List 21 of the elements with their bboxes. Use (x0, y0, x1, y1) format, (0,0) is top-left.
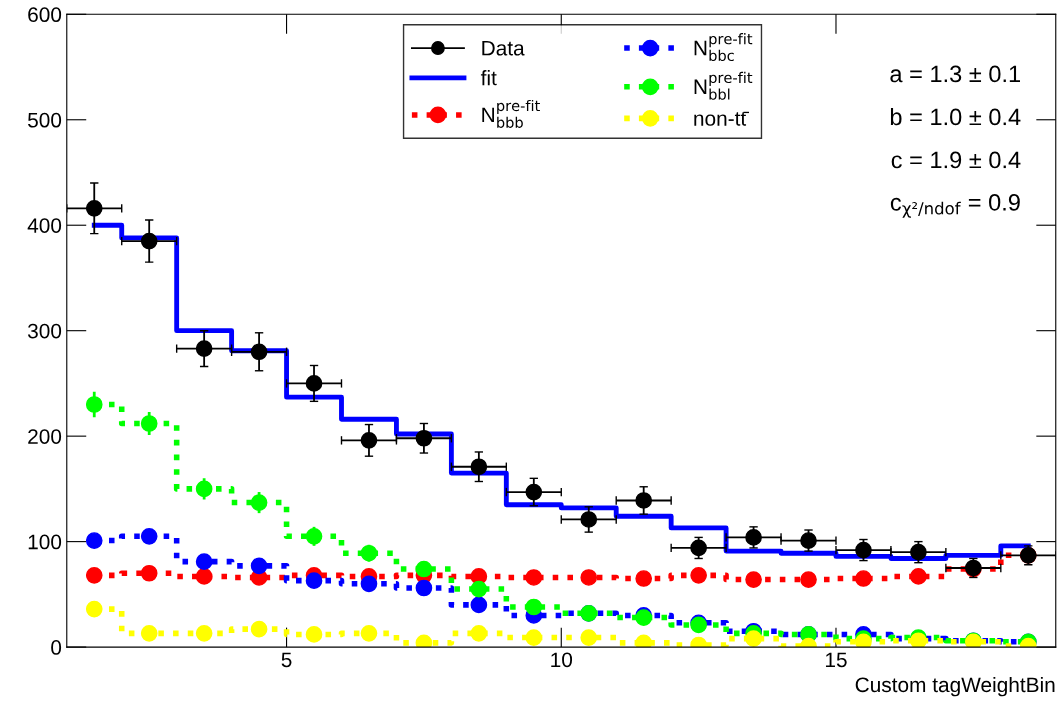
x-tick-label: 5 (281, 652, 292, 668)
x-tick-label: 15 (825, 652, 847, 668)
y-tick-label: 0 (51, 640, 62, 655)
legend-label: fit (480, 70, 497, 86)
annotation: c$_{χ²/ndof}$ = 0.9 (890, 194, 1020, 218)
y-tick-label: 600 (28, 7, 62, 23)
legend-label: N$^{pre-fit}$$_{bbb}$ (482, 99, 540, 128)
y-tick-label: 300 (27, 323, 62, 339)
y-tick-label: 100 (28, 534, 62, 550)
legend-label: N$^{pre-fit}$$_{bbc}$ (694, 33, 753, 62)
y-tick-label: 200 (28, 429, 62, 444)
y-tick-label: 500 (28, 112, 62, 128)
legend-label: N$^{pre-fit}$$_{bbl}$ (694, 71, 753, 100)
annotation: c = 1.9 ± 0.4 (891, 151, 1021, 169)
legend-label: Data (482, 41, 525, 56)
legend-label: non-tt̄ (694, 111, 749, 126)
x-tick-label: 10 (551, 652, 573, 668)
annotation: a = 1.3 ± 0.1 (890, 65, 1020, 83)
x-axis-title: Custom tagWeightBin (855, 676, 1055, 697)
y-tick-label: 400 (27, 218, 62, 233)
annotation: b = 1.0 ± 0.4 (890, 107, 1021, 126)
